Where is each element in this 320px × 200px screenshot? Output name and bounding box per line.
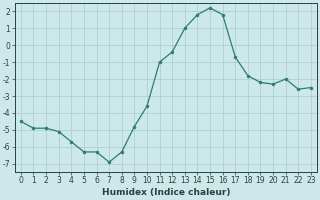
X-axis label: Humidex (Indice chaleur): Humidex (Indice chaleur) bbox=[102, 188, 230, 197]
